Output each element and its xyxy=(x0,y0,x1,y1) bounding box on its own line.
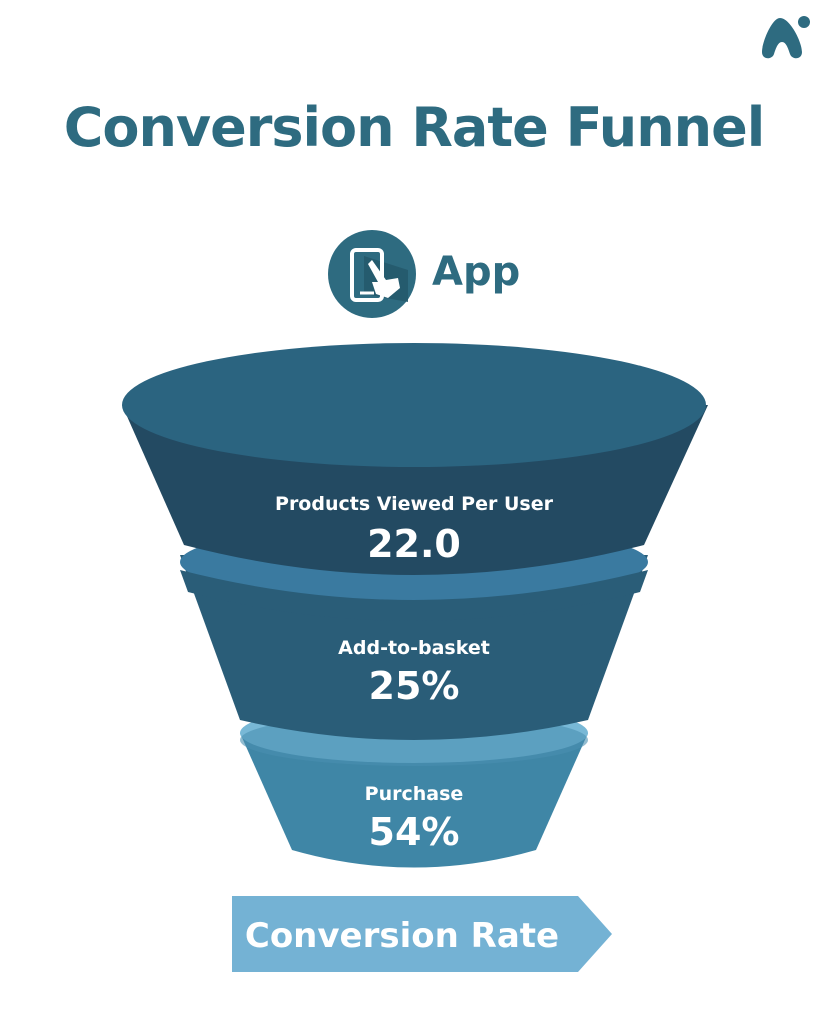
platform-label: App xyxy=(432,249,521,295)
conversion-rate-label: Conversion Rate xyxy=(244,916,560,956)
page-title: Conversion Rate Funnel xyxy=(63,96,766,159)
stage-2-label: Add-to-basket xyxy=(338,637,490,659)
stage-2-value: 25% xyxy=(368,664,460,708)
brand-logo-icon xyxy=(762,16,810,59)
stage-3-label: Purchase xyxy=(364,783,464,805)
stage-1-label: Products Viewed Per User xyxy=(275,493,553,515)
funnel-stage-products-viewed xyxy=(122,343,708,575)
stage-1-value: 22.0 xyxy=(367,522,461,566)
stage-3-value: 54% xyxy=(368,810,460,854)
mobile-tap-icon xyxy=(328,230,416,318)
conversion-rate-banner xyxy=(232,896,612,972)
conversion-funnel xyxy=(122,343,708,868)
